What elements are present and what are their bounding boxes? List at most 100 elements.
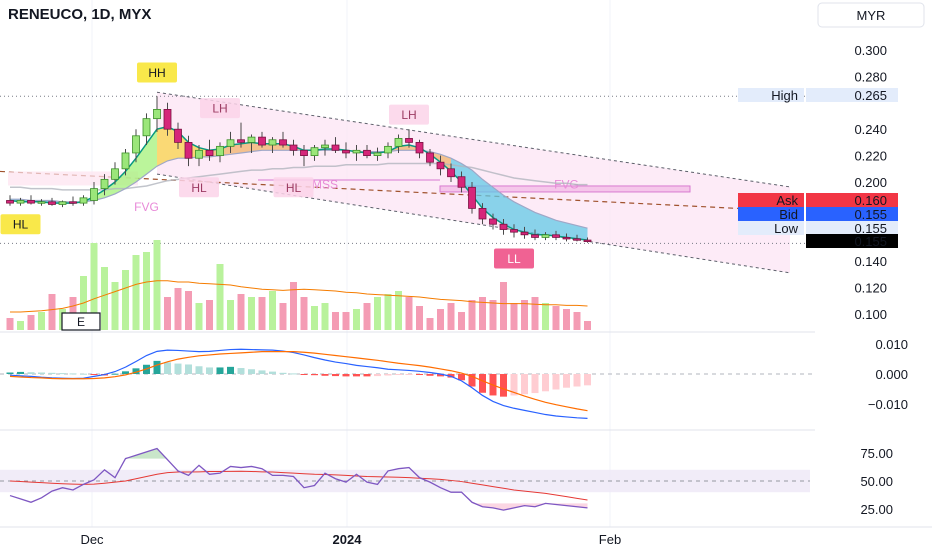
candle-body bbox=[352, 149, 361, 154]
macd-histogram-bar bbox=[552, 374, 560, 390]
rsi-band bbox=[0, 469, 810, 493]
rsi-overbought-fill bbox=[125, 448, 168, 459]
candle-body bbox=[79, 197, 88, 204]
macd-histogram-bar bbox=[311, 374, 318, 376]
structure-label: HL bbox=[13, 218, 29, 232]
macd-histogram-bar bbox=[384, 374, 392, 376]
structure-label: LL bbox=[507, 252, 521, 266]
structure-label-box bbox=[0, 214, 41, 235]
candle-body bbox=[247, 136, 256, 143]
currency-button[interactable]: MYR bbox=[817, 2, 925, 28]
candle-body bbox=[457, 176, 466, 188]
macd-histogram-bar bbox=[164, 362, 171, 374]
zone-label: MSS bbox=[312, 178, 338, 192]
candle-body bbox=[27, 200, 35, 204]
volume-bar bbox=[321, 303, 329, 330]
macd-histogram-bar bbox=[531, 374, 539, 394]
candle-body bbox=[16, 200, 25, 204]
structure-label: HL bbox=[191, 181, 207, 195]
candle-body bbox=[258, 136, 266, 146]
long-ma-line bbox=[10, 162, 588, 191]
structure-label: LH bbox=[212, 102, 227, 116]
volume-bar bbox=[332, 312, 339, 330]
macd-histogram-bar bbox=[59, 373, 66, 375]
macd-histogram-bar bbox=[153, 360, 161, 374]
structure-labels: HH LH LH HL HL HL LL bbox=[0, 62, 534, 269]
volume-bar bbox=[563, 309, 570, 330]
candlestick-series bbox=[6, 96, 592, 243]
ma-ribbon bbox=[209, 142, 451, 172]
macd-histogram-bar bbox=[332, 374, 339, 377]
macd-histogram-bar bbox=[342, 374, 350, 377]
structure-label: LH bbox=[401, 108, 416, 122]
volume-bar bbox=[342, 312, 350, 330]
volume-bar bbox=[510, 303, 518, 330]
macd-histogram-bar bbox=[363, 374, 371, 377]
price-badge-label: Low bbox=[774, 221, 798, 236]
candle-body bbox=[300, 149, 308, 157]
macd-histogram-bar bbox=[405, 374, 413, 375]
candle-body bbox=[394, 138, 403, 147]
candle-body bbox=[489, 218, 497, 225]
macd-histogram-bar bbox=[6, 372, 14, 374]
price-badge-value: 0.155 bbox=[854, 207, 887, 222]
rsi-pane bbox=[0, 447, 810, 511]
price-tick-label: 0.280 bbox=[854, 69, 887, 84]
volume-bar bbox=[269, 291, 276, 330]
structure-label-box bbox=[494, 248, 534, 269]
macd-histogram-bar bbox=[479, 374, 486, 393]
volume-bar bbox=[6, 318, 14, 330]
volume-bar bbox=[90, 243, 98, 330]
volume-bar bbox=[216, 264, 224, 330]
macd-pane bbox=[0, 348, 815, 420]
candle-body bbox=[90, 188, 98, 201]
price-tick-label: 0.140 bbox=[854, 254, 887, 269]
volume-bar bbox=[447, 303, 455, 330]
macd-histogram-bar bbox=[573, 374, 581, 387]
volume-bar bbox=[48, 294, 56, 330]
macd-histogram-bar bbox=[48, 372, 56, 374]
volume-bar bbox=[17, 321, 24, 330]
volume-bar bbox=[426, 318, 434, 330]
candle-body bbox=[447, 168, 455, 178]
candle-body bbox=[205, 149, 214, 157]
macd-histogram-bar bbox=[27, 372, 35, 374]
macd-histogram-bar bbox=[374, 374, 381, 377]
price-badge-label: High bbox=[771, 88, 798, 103]
volume-bar bbox=[38, 312, 45, 330]
volume-bar bbox=[279, 303, 287, 330]
volume-bar bbox=[542, 303, 549, 330]
macd-histogram-bar bbox=[269, 371, 276, 374]
price-badge-label-box bbox=[738, 88, 804, 102]
candle-body bbox=[48, 201, 56, 205]
macd-histogram-bar bbox=[90, 374, 98, 375]
candle-body bbox=[69, 201, 77, 204]
time-axis[interactable]: Dec 2024 Feb bbox=[80, 532, 621, 547]
macd-histogram-bar bbox=[258, 370, 266, 374]
candle-body bbox=[132, 135, 140, 154]
macd-histogram-bar bbox=[426, 374, 434, 376]
earnings-marker-box bbox=[61, 312, 101, 331]
price-badge-value-box bbox=[806, 193, 898, 207]
macd-signal-line bbox=[9, 351, 588, 412]
candle-body bbox=[478, 207, 487, 220]
volume-bar bbox=[185, 291, 192, 330]
volume-bar bbox=[258, 297, 266, 330]
macd-histogram-bar bbox=[132, 368, 140, 374]
price-axis[interactable]: 0.300 0.280 0.240 0.220 0.200 0.140 0.120 0.100… bbox=[854, 43, 908, 517]
volume-bar bbox=[290, 282, 297, 330]
macd-histogram-bar bbox=[468, 374, 476, 387]
macd-histogram-bar bbox=[69, 373, 77, 375]
volume-bar bbox=[573, 312, 581, 330]
macd-histogram-bar bbox=[395, 374, 402, 375]
macd-histogram-bar bbox=[185, 364, 192, 374]
price-badge-value: 0.265 bbox=[854, 88, 887, 103]
candle-body bbox=[468, 186, 476, 209]
channel-top-line bbox=[156, 91, 791, 188]
macd-histogram-bar bbox=[279, 372, 287, 374]
volume-bar bbox=[552, 306, 560, 330]
channel-bottom-line bbox=[156, 173, 791, 274]
time-tick-label: Feb bbox=[599, 532, 621, 547]
channel-mid-line bbox=[0, 170, 791, 212]
